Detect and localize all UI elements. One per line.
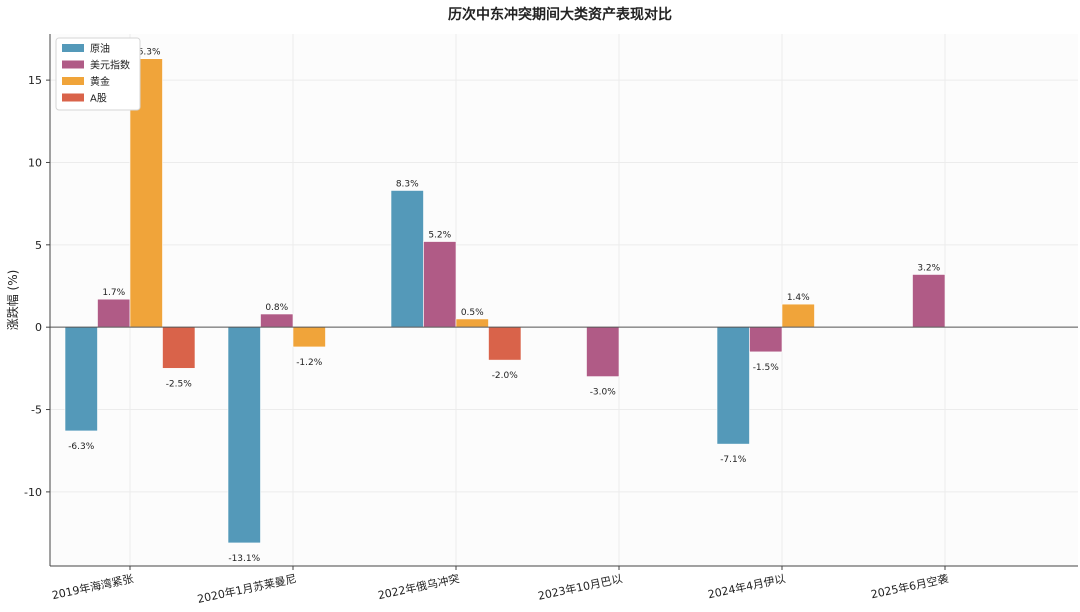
- bar: [260, 313, 294, 328]
- data-label: -1.5%: [753, 363, 780, 373]
- legend-box: [55, 37, 141, 111]
- y-tick-label: -10: [24, 486, 42, 499]
- data-label: 1.7%: [102, 288, 125, 298]
- data-label: -2.5%: [166, 379, 193, 389]
- bar: [749, 326, 783, 353]
- data-label: -3.0%: [590, 388, 617, 398]
- data-label: -6.3%: [68, 442, 95, 452]
- legend-label: 原油: [90, 42, 110, 55]
- y-tick-label: 5: [35, 239, 42, 252]
- legend-swatch: [62, 44, 84, 52]
- legend-label: A股: [90, 93, 107, 105]
- data-label: -2.0%: [492, 371, 519, 381]
- y-tick-label: 15: [28, 74, 42, 87]
- legend-swatch: [62, 93, 84, 102]
- bar: [716, 326, 750, 445]
- plot-background: [50, 34, 1078, 566]
- data-label: 0.5%: [461, 308, 484, 318]
- bar: [390, 190, 424, 328]
- bar: [455, 318, 489, 328]
- legend-swatch: [62, 77, 84, 85]
- bar: [586, 326, 620, 377]
- bar: [488, 326, 522, 361]
- bar: [423, 241, 457, 328]
- data-label: 0.8%: [265, 303, 288, 313]
- y-tick-label: -5: [31, 404, 42, 417]
- y-tick-label: 10: [28, 156, 42, 169]
- bar: [64, 326, 98, 432]
- data-label: -7.1%: [720, 455, 747, 465]
- bar: [97, 298, 131, 328]
- data-label: 5.2%: [428, 231, 451, 241]
- chart-title: 历次中东冲突期间大类资产表现对比: [448, 6, 672, 23]
- data-label: 8.3%: [396, 179, 419, 189]
- bar: [912, 274, 946, 328]
- legend-label: 黄金: [90, 75, 110, 88]
- legend-label: 美元指数: [90, 59, 130, 72]
- y-tick-label: 0: [35, 321, 42, 334]
- bar: [292, 326, 326, 348]
- data-label: 16.3%: [132, 48, 161, 58]
- data-label: -13.1%: [228, 554, 260, 564]
- bar: [162, 326, 196, 369]
- data-label: 1.4%: [787, 293, 810, 303]
- legend-swatch: [62, 60, 84, 69]
- data-label: 3.2%: [917, 263, 940, 273]
- y-axis-label: 涨跌幅 (%): [5, 270, 20, 331]
- data-label: -1.2%: [296, 358, 323, 368]
- bar: [781, 303, 815, 328]
- bar: [227, 326, 261, 544]
